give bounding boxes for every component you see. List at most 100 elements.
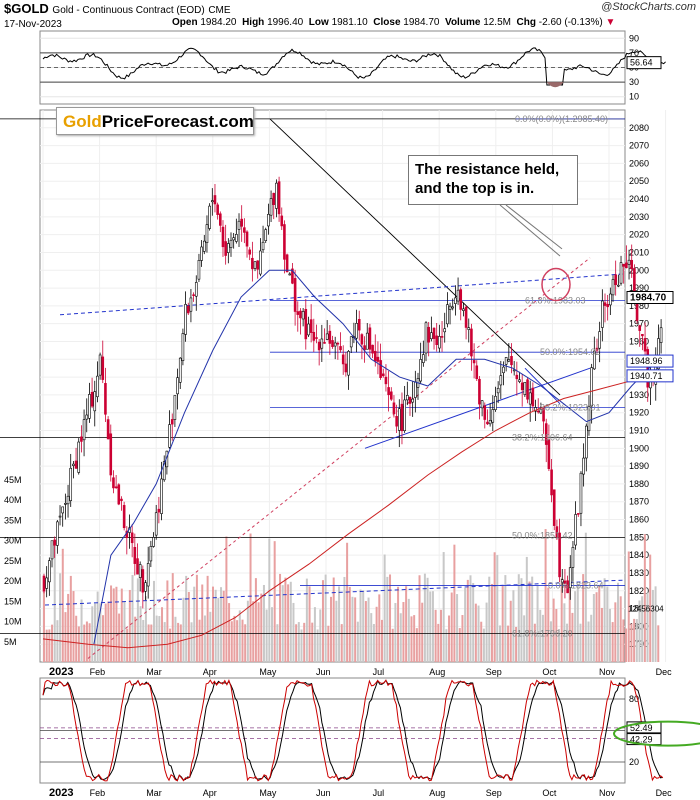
volume-bar: [139, 606, 142, 662]
candle-body: [379, 360, 382, 378]
candle-body: [194, 282, 198, 297]
volume-bar: [367, 597, 370, 662]
volume-bar: [190, 622, 193, 662]
candle-body: [339, 346, 342, 351]
candle-body: [611, 279, 615, 296]
short-trendline: [524, 367, 561, 405]
volume-bar: [182, 597, 185, 662]
candle-body: [333, 342, 337, 347]
price-right-label: 1948.96: [630, 356, 663, 366]
fib-label: 50.0%:1851.42: [512, 531, 573, 541]
candle-body: [531, 387, 535, 407]
volume-bar: [316, 629, 319, 662]
candle-body: [181, 333, 185, 361]
volume-bar: [324, 574, 327, 662]
volume-bar: [445, 629, 448, 662]
volume-bar: [104, 603, 107, 662]
volume-bar: [439, 609, 442, 662]
candle-body: [510, 355, 513, 366]
candle-body: [224, 241, 227, 256]
candle-body: [408, 397, 412, 404]
candle-body: [216, 204, 219, 215]
candle-body: [77, 441, 81, 473]
volume-bar: [340, 624, 343, 662]
candle-body: [547, 439, 551, 469]
volume-bar: [533, 623, 536, 662]
stoch-tick-label: 20: [629, 757, 639, 767]
annotation-line1: The resistance held,: [415, 161, 560, 178]
volume-bar: [51, 624, 54, 662]
candle-body: [430, 332, 433, 340]
high-label: High: [242, 17, 265, 28]
volume-bar: [574, 591, 577, 662]
volume-bar: [364, 601, 367, 662]
candle-body: [325, 333, 329, 340]
candle-body: [61, 506, 64, 514]
candle-body: [470, 328, 473, 357]
volume-bar: [67, 593, 70, 662]
candle-body: [563, 580, 567, 584]
ma200-line: [42, 374, 660, 649]
volume-bar: [584, 532, 587, 662]
candle-body: [293, 278, 297, 312]
volume-bar: [541, 614, 544, 662]
candle-body: [446, 304, 449, 325]
volume-bar: [289, 581, 292, 662]
candle-body: [219, 213, 222, 226]
volume-bar: [657, 625, 660, 662]
candle-body: [307, 323, 310, 336]
candle-body: [269, 198, 273, 216]
volume-bar: [606, 586, 609, 662]
volume-bar: [399, 613, 402, 662]
volume-bar: [99, 603, 102, 662]
candle-body: [590, 367, 593, 407]
candle-body: [197, 260, 201, 280]
candle-body: [272, 192, 276, 205]
stoch-value-label: 52.49: [630, 723, 653, 733]
candle-body: [456, 289, 460, 302]
candle-body: [496, 387, 500, 394]
candle-body: [504, 357, 508, 365]
volume-bar: [590, 614, 593, 662]
volume-bar: [558, 628, 561, 662]
volume-bar: [343, 576, 346, 662]
volume-bar: [64, 612, 67, 662]
volume-tick-label: 35M: [4, 515, 22, 525]
volume-bar: [423, 573, 426, 662]
candle-body: [355, 323, 358, 339]
volume-bar: [85, 621, 88, 662]
candle-body: [614, 274, 617, 286]
candle-body: [641, 333, 644, 337]
price-right-label: 1940.71: [630, 371, 663, 381]
price-tick-label: 1900: [629, 443, 649, 453]
candle-body: [72, 463, 75, 466]
volume-bar: [619, 596, 622, 662]
candle-body: [98, 354, 102, 376]
candle-body: [414, 381, 417, 398]
price-tick-label: 2040: [629, 194, 649, 204]
volume-bar: [426, 577, 429, 662]
volume-bar: [88, 623, 91, 662]
volume-bar: [571, 612, 574, 662]
stoch-month-label: Apr: [203, 788, 217, 798]
volume-bar: [241, 619, 244, 662]
volume-bar: [123, 601, 126, 662]
candle-body: [227, 243, 230, 253]
candle-body: [210, 200, 214, 203]
fib-label: 50.0%:1954.02: [540, 347, 601, 357]
volume-bar: [59, 573, 62, 662]
volume-bar: [520, 578, 523, 662]
candle-body: [176, 377, 179, 395]
price-tick-label: 1920: [629, 408, 649, 418]
volume-bar: [415, 628, 418, 662]
volume-bar: [252, 601, 255, 662]
candle-body: [424, 322, 428, 354]
candle-body: [240, 218, 243, 227]
candle-body: [550, 469, 553, 496]
volume-bar: [378, 594, 381, 662]
volume-bar: [198, 619, 201, 662]
candle-body: [472, 360, 476, 364]
candle-body: [341, 354, 345, 365]
volume-bar: [549, 621, 552, 662]
